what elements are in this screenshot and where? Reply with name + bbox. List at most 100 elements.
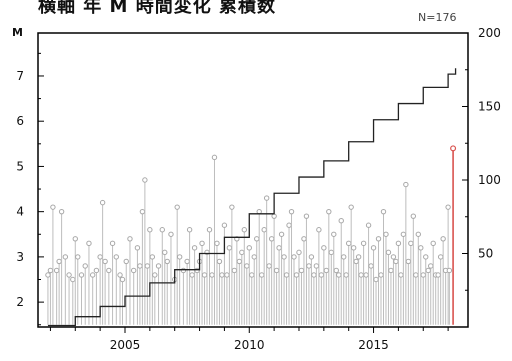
event-marker (445, 204, 451, 210)
event-marker (301, 236, 307, 242)
event-marker (437, 254, 444, 260)
event-marker (66, 272, 72, 278)
event-marker (184, 258, 190, 265)
event-marker (109, 240, 116, 247)
event-marker (221, 222, 228, 228)
event-marker (405, 258, 412, 265)
event-count-label: N=176 (418, 11, 457, 24)
event-marker (72, 236, 78, 242)
event-marker (56, 258, 62, 265)
event-marker (246, 245, 252, 251)
event-marker (348, 204, 354, 210)
event-marker (50, 204, 56, 210)
event-marker (254, 236, 260, 242)
event-marker (159, 227, 165, 233)
event-marker (241, 227, 248, 233)
event-marker (353, 258, 359, 265)
event-marker (147, 227, 153, 233)
event-marker (130, 267, 137, 274)
left-tick-label: 2 (16, 295, 24, 309)
event-marker (102, 258, 108, 265)
event-marker (152, 272, 158, 278)
event-marker (219, 272, 225, 278)
event-marker (58, 208, 65, 215)
event-marker (251, 254, 257, 260)
x-tick-label: 2010 (234, 338, 265, 352)
left-tick-label: 6 (16, 114, 24, 128)
left-tick-label: 4 (16, 205, 24, 219)
event-marker (313, 263, 320, 269)
event-marker (231, 267, 238, 274)
event-marker (191, 245, 198, 251)
event-marker (408, 240, 414, 247)
event-marker (45, 272, 51, 278)
event-marker (363, 272, 369, 278)
right-axis-ticks: 50 100 150 200 (462, 26, 501, 291)
event-marker (331, 231, 337, 237)
event-marker (75, 254, 81, 260)
event-marker (291, 254, 297, 260)
event-marker (343, 272, 349, 278)
event-marker (400, 231, 407, 237)
event-marker (328, 249, 334, 256)
event-marker (139, 208, 146, 215)
event-marker (360, 240, 367, 247)
event-marker (428, 263, 434, 269)
event-marker (273, 267, 280, 274)
event-marker (380, 208, 387, 215)
right-tick-label: 100 (478, 173, 501, 187)
event-marker (117, 272, 123, 278)
x-tick-label: 2005 (110, 338, 141, 352)
event-marker (53, 267, 60, 274)
event-marker (268, 236, 275, 242)
event-marker (281, 254, 287, 260)
event-marker (278, 231, 285, 237)
event-marker (149, 254, 156, 260)
right-tick-label: 50 (478, 247, 493, 261)
event-marker (86, 240, 92, 247)
event-marker (308, 254, 315, 260)
event-marker (168, 231, 174, 237)
event-marker (127, 236, 133, 242)
event-marker (211, 154, 218, 161)
cumulative-count-layer (47, 68, 457, 327)
event-marker (155, 263, 162, 269)
event-marker (263, 195, 270, 201)
x-axis-ticks: 2005 2010 2015 (49, 327, 449, 352)
event-marker (306, 263, 312, 269)
event-marker (119, 276, 126, 283)
event-marker (390, 254, 397, 260)
left-tick-label: 3 (16, 250, 24, 264)
event-marker (418, 245, 424, 251)
event-marker (189, 272, 195, 278)
event-marker (350, 245, 357, 251)
cumulative-count-line (47, 68, 457, 327)
event-marker (336, 272, 342, 278)
event-marker (62, 254, 69, 260)
event-marker (375, 236, 382, 242)
event-marker (413, 272, 419, 278)
event-marker (180, 267, 187, 274)
event-marker (385, 249, 392, 256)
event-marker (365, 222, 372, 228)
event-marker (176, 254, 183, 260)
event-marker (271, 213, 277, 219)
event-stems (45, 154, 453, 325)
event-marker (201, 272, 208, 278)
event-marker (403, 181, 409, 188)
event-marker (318, 272, 325, 278)
event-marker (293, 272, 300, 278)
event-marker (249, 272, 255, 278)
event-marker (326, 208, 332, 215)
event-marker (186, 227, 193, 233)
event-marker (395, 240, 402, 247)
right-tick-label: 200 (478, 26, 501, 40)
event-marker (398, 272, 404, 278)
left-tick-label: 7 (16, 69, 24, 83)
event-marker (194, 267, 200, 274)
event-marker (229, 204, 235, 210)
event-marker (142, 177, 148, 183)
event-marker (430, 240, 436, 247)
x-tick-label: 2015 (358, 338, 389, 352)
event-marker (288, 208, 295, 215)
